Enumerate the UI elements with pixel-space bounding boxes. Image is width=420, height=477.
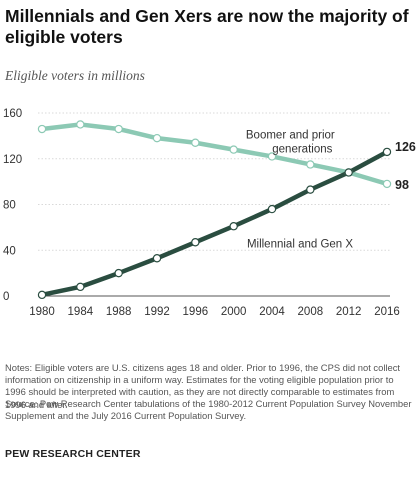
data-point xyxy=(37,124,47,134)
end-value-label: 98 xyxy=(395,178,409,192)
chart-source: Source: Pew Research Center tabulations … xyxy=(5,398,412,422)
gridlines xyxy=(38,112,390,251)
data-point xyxy=(152,133,162,143)
data-point xyxy=(114,124,123,134)
data-point xyxy=(382,179,392,189)
data-point xyxy=(229,222,238,231)
y-tick-label: 80 xyxy=(3,200,16,212)
x-tick-label: 2000 xyxy=(221,306,247,318)
chart-title: Millennials and Gen Xers are now the maj… xyxy=(5,6,409,47)
line-chart: 0 40 80 120 160 1980 1984 1988 1992 1996 2000 2004 2… xyxy=(3,108,416,318)
y-tick-label: 160 xyxy=(3,108,22,120)
axes: 0 40 80 120 160 1980 1984 1988 1992 1996 2000 2004 2… xyxy=(3,108,400,318)
data-point xyxy=(306,185,315,194)
data-point xyxy=(267,152,277,161)
x-tick-label: 1980 xyxy=(29,306,55,318)
data-point xyxy=(382,147,392,157)
chart-notes: Notes: Eligible voters are U.S. citizens… xyxy=(5,362,401,410)
data-point xyxy=(76,282,85,292)
y-tick-label: 40 xyxy=(3,245,16,257)
x-tick-label: 2016 xyxy=(374,306,400,318)
data-point xyxy=(191,138,200,147)
x-tick-label: 2008 xyxy=(298,306,324,318)
x-tick-label: 1984 xyxy=(68,306,94,318)
end-value-label: 126 xyxy=(395,140,416,154)
x-tick-label: 2012 xyxy=(336,306,362,318)
chart-labels: 98 126 Boomer and prior generations Millenni… xyxy=(246,129,416,250)
y-tick-label: 0 xyxy=(3,291,9,303)
x-tick-label: 1992 xyxy=(144,306,170,318)
data-point xyxy=(114,268,123,278)
series-lines xyxy=(37,120,392,300)
brand-label: PEW RESEARCH CENTER xyxy=(5,448,141,460)
data-point xyxy=(152,254,162,263)
y-tick-label: 120 xyxy=(3,154,22,166)
x-tick-label: 1988 xyxy=(106,306,132,318)
x-tick-label: 2004 xyxy=(259,306,285,318)
series-line xyxy=(39,122,390,187)
data-point xyxy=(344,168,353,177)
data-point xyxy=(37,290,47,300)
series-name-label: Boomer and prior xyxy=(246,129,335,141)
data-point xyxy=(306,160,315,169)
data-point xyxy=(76,120,85,129)
data-point xyxy=(229,145,238,154)
series-line xyxy=(39,149,390,298)
series-name-label: generations xyxy=(272,143,332,155)
x-tick-label: 1996 xyxy=(183,306,209,318)
chart-subtitle: Eligible voters in millions xyxy=(5,68,145,83)
data-point xyxy=(191,238,200,247)
series-name-label: Millennial and Gen X xyxy=(247,238,353,250)
data-point xyxy=(267,204,277,214)
